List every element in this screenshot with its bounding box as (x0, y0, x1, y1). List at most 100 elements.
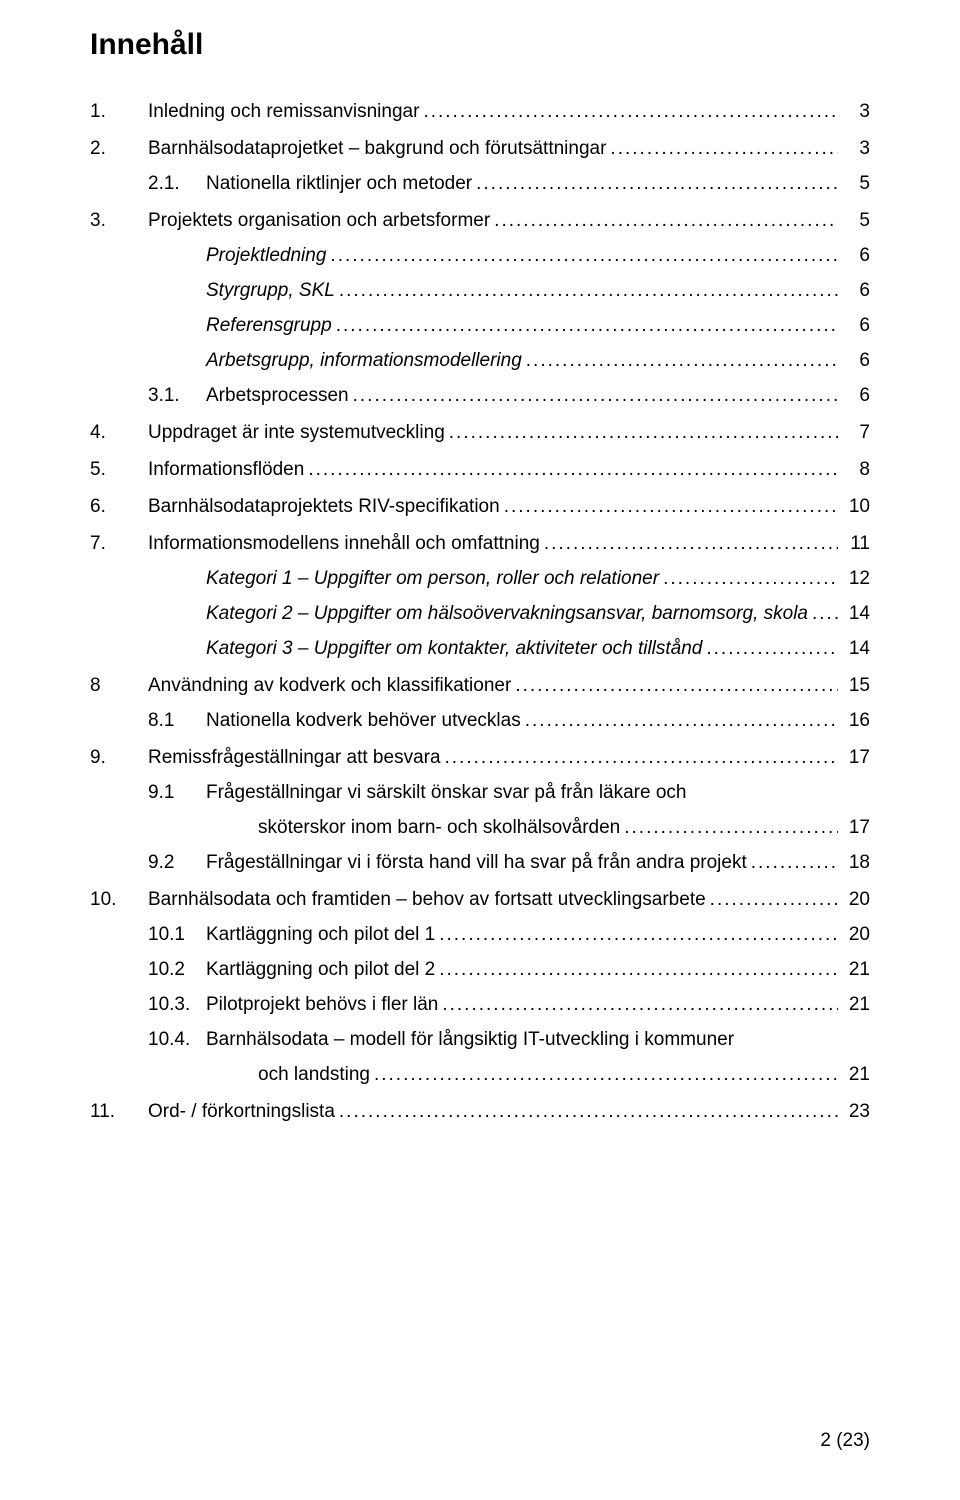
toc-number: 10.4. (148, 1030, 206, 1049)
toc-row: 9.Remissfrågeställningar att besvara 17 (90, 748, 870, 767)
toc-number: 10.3. (148, 995, 206, 1014)
toc-text: Styrgrupp, SKL (206, 281, 335, 300)
toc-leader (663, 569, 838, 588)
toc-text: Frågeställningar vi särskilt önskar svar… (206, 783, 686, 802)
toc-page: 3 (842, 102, 870, 121)
toc-leader (544, 534, 838, 553)
toc-row: 3.Projektets organisation och arbetsform… (90, 211, 870, 230)
toc-page: 14 (842, 604, 870, 623)
toc-text: Kartläggning och pilot del 1 (206, 925, 435, 944)
toc-row: 11.Ord- / förkortningslista23 (90, 1102, 870, 1121)
toc-page: 5 (842, 174, 870, 193)
toc-leader (706, 639, 838, 658)
toc-row: Kategori 2 – Uppgifter om hälsoövervakni… (90, 604, 870, 623)
toc-number: 6. (90, 497, 148, 516)
toc-page: 20 (842, 925, 870, 944)
toc-leader (526, 351, 838, 370)
toc-text: Barnhälsodata och framtiden – behov av f… (148, 890, 706, 909)
toc-page: 6 (842, 386, 870, 405)
toc-page: 7 (842, 423, 870, 442)
toc-leader (476, 174, 838, 193)
toc-row: Referensgrupp6 (90, 316, 870, 335)
toc-page: 21 (842, 995, 870, 1014)
toc-page: 17 (842, 748, 870, 767)
toc-text: Barnhälsodataprojetket – bakgrund och fö… (148, 139, 606, 158)
toc-row: 1.Inledning och remissanvisningar 3 (90, 102, 870, 121)
toc-number: 2.1. (148, 174, 206, 193)
toc-row: 10.1Kartläggning och pilot del 1 20 (90, 925, 870, 944)
toc-row: 6.Barnhälsodataprojektets RIV-specifikat… (90, 497, 870, 516)
page-footer: 2 (23) (820, 1430, 870, 1452)
toc-leader (710, 890, 838, 909)
toc-number: 9. (90, 748, 148, 767)
toc-page: 21 (842, 960, 870, 979)
toc-leader (439, 925, 838, 944)
toc-text: Frågeställningar vi i första hand vill h… (206, 853, 747, 872)
toc-page: 18 (842, 853, 870, 872)
toc-text: Referensgrupp (206, 316, 332, 335)
toc-number: 10.1 (148, 925, 206, 944)
toc-row: 7.Informationsmodellens innehåll och omf… (90, 534, 870, 553)
toc-number: 10.2 (148, 960, 206, 979)
toc-leader (449, 423, 838, 442)
toc-text: Arbetsprocessen (206, 386, 349, 405)
toc-text: Barnhälsodata – modell för långsiktig IT… (206, 1030, 734, 1049)
toc-number: 9.2 (148, 853, 206, 872)
toc-page: 16 (842, 711, 870, 730)
toc-text: Informationsmodellens innehåll och omfat… (148, 534, 540, 553)
toc-text: Arbetsgrupp, informationsmodellering (206, 351, 522, 370)
toc-row: 8.1Nationella kodverk behöver utvecklas1… (90, 711, 870, 730)
toc-number: 1. (90, 102, 148, 121)
toc-leader (442, 995, 838, 1014)
toc-text: Kategori 1 – Uppgifter om person, roller… (206, 569, 659, 588)
toc-leader (624, 818, 838, 837)
toc-page: 8 (842, 460, 870, 479)
toc-row: 10.Barnhälsodata och framtiden – behov a… (90, 890, 870, 909)
toc-leader (751, 853, 838, 872)
toc-row: 9.2Frågeställningar vi i första hand vil… (90, 853, 870, 872)
toc-page: 6 (842, 281, 870, 300)
toc-leader (374, 1065, 838, 1084)
toc-page: 6 (842, 246, 870, 265)
toc-row: Arbetsgrupp, informationsmodellering 6 (90, 351, 870, 370)
toc-page: 6 (842, 351, 870, 370)
toc-page: 23 (842, 1102, 870, 1121)
toc-number: 7. (90, 534, 148, 553)
toc-number: 3.1. (148, 386, 206, 405)
toc-page: 20 (842, 890, 870, 909)
toc-text: sköterskor inom barn- och skolhälsovårde… (258, 818, 620, 837)
toc-text: och landsting (258, 1065, 370, 1084)
toc-row: 4.Uppdraget är inte systemutveckling 7 (90, 423, 870, 442)
toc-leader (339, 281, 838, 300)
toc-leader (339, 1102, 838, 1121)
toc-text: Remissfrågeställningar att besvara (148, 748, 441, 767)
toc-row: 2.Barnhälsodataprojetket – bakgrund och … (90, 139, 870, 158)
toc-row: sköterskor inom barn- och skolhälsovårde… (90, 818, 870, 837)
toc-page: 21 (842, 1065, 870, 1084)
toc-number: 8 (90, 676, 148, 695)
toc-page: 12 (842, 569, 870, 588)
toc-leader (336, 316, 838, 335)
toc-text: Informationsflöden (148, 460, 304, 479)
toc-text: Uppdraget är inte systemutveckling (148, 423, 445, 442)
toc-leader (494, 211, 838, 230)
toc-leader (525, 711, 838, 730)
toc-page: 15 (842, 676, 870, 695)
toc-number: 2. (90, 139, 148, 158)
toc-page: 5 (842, 211, 870, 230)
toc-text: Nationella kodverk behöver utvecklas (206, 711, 521, 730)
toc-text: Kartläggning och pilot del 2 (206, 960, 435, 979)
toc-row: Styrgrupp, SKL 6 (90, 281, 870, 300)
toc-number: 10. (90, 890, 148, 909)
toc-page: 3 (842, 139, 870, 158)
toc-number: 5. (90, 460, 148, 479)
toc-row: Kategori 1 – Uppgifter om person, roller… (90, 569, 870, 588)
toc-text: Barnhälsodataprojektets RIV-specifikatio… (148, 497, 500, 516)
toc-number: 4. (90, 423, 148, 442)
toc-text: Ord- / förkortningslista (148, 1102, 335, 1121)
toc-leader (504, 497, 838, 516)
toc-leader (308, 460, 838, 479)
toc-number: 9.1 (148, 783, 206, 802)
toc-leader (445, 748, 838, 767)
toc-text: Inledning och remissanvisningar (148, 102, 419, 121)
